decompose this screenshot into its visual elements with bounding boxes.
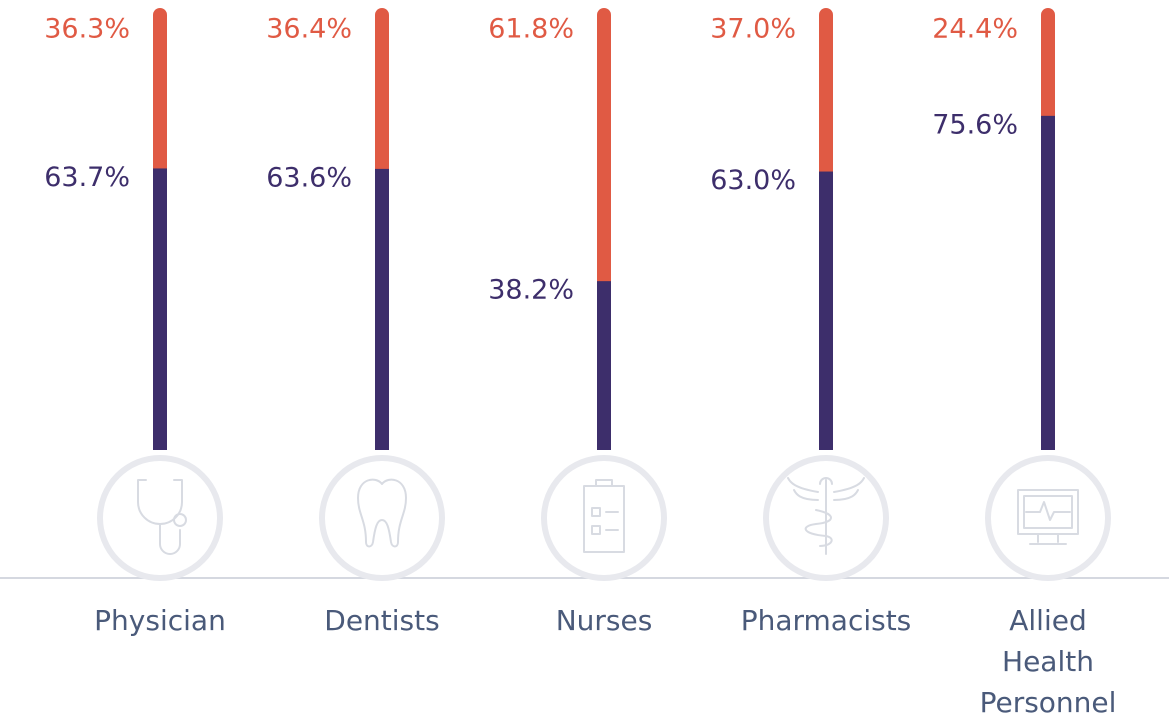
value-label: 37.0% [710, 14, 796, 45]
icon [1017, 489, 1079, 545]
value-label: 63.6% [266, 162, 352, 193]
bar-segment [597, 8, 611, 296]
bar-segment [819, 8, 833, 186]
category-label: Physician [94, 604, 226, 637]
value-label: 63.0% [710, 165, 796, 196]
icon [583, 479, 625, 553]
bar-segment [597, 281, 611, 450]
bar-segment [375, 168, 389, 450]
icon [137, 479, 187, 555]
bar-segment [153, 168, 167, 451]
bar-segment [1041, 115, 1055, 451]
icon-circle [319, 455, 445, 581]
value-label: 36.4% [266, 14, 352, 45]
value-label: 63.7% [44, 162, 130, 193]
category-label: Dentists [324, 604, 439, 637]
value-label: 75.6% [932, 109, 1018, 140]
icon-circle [541, 455, 667, 581]
icon-circle [985, 455, 1111, 581]
value-label: 36.3% [44, 14, 130, 45]
icon [357, 478, 407, 548]
category-label: Allied Health Personnel [980, 604, 1117, 719]
category-label: Pharmacists [741, 604, 912, 637]
value-label: 24.4% [932, 14, 1018, 45]
bars: 63.7% 36.3% 63.6% 36.4% 38.2% 61.8% 63.0% 37.0%… [44, 8, 1055, 451]
icon-circles [97, 455, 1111, 581]
bar-segment [375, 8, 389, 183]
bar-segment [1041, 8, 1055, 130]
category-label: Nurses [556, 604, 653, 637]
bar-segment [819, 171, 833, 451]
value-label: 38.2% [488, 275, 574, 306]
icon-circle [97, 455, 223, 581]
value-label: 61.8% [488, 14, 574, 45]
bar-segment [153, 8, 167, 183]
icon [787, 477, 865, 555]
